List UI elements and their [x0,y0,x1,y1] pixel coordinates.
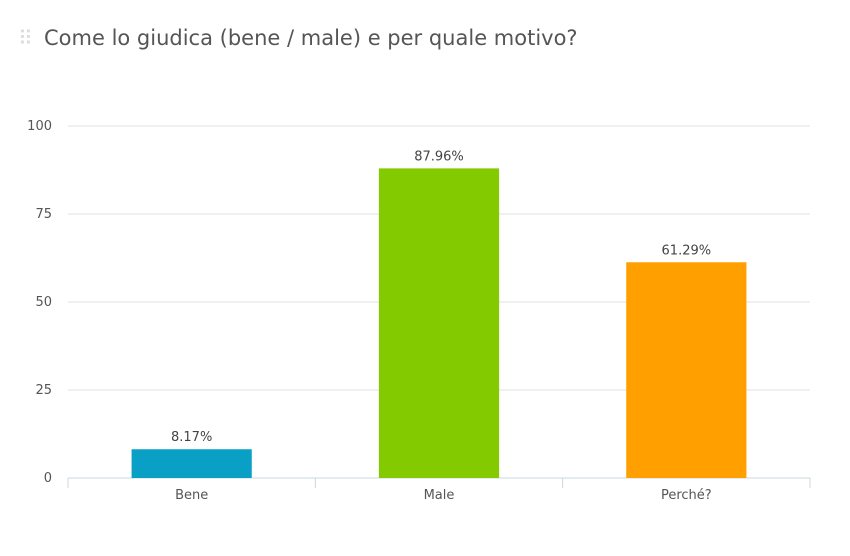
title-row: ⠿ Come lo giudica (bene / male) e per qu… [18,22,578,54]
category-label-male: Male [424,488,455,503]
data-label-perch: 61.29% [662,243,712,258]
drag-handle-icon[interactable]: ⠿ [18,26,33,50]
y-tick-label-75: 75 [35,207,52,222]
category-label-bene: Bene [175,488,208,503]
y-tick-label-100: 100 [27,119,52,134]
y-tick-label-25: 25 [35,383,52,398]
data-label-bene: 8.17% [171,430,212,445]
chart-title: Come lo giudica (bene / male) e per qual… [44,26,578,50]
bar-male [378,168,500,478]
data-label-male: 87.96% [414,149,464,164]
y-tick-label-50: 50 [35,295,52,310]
y-tick-label-0: 0 [44,471,52,486]
category-label-perch: Perché? [661,488,712,503]
bar-bene [131,449,252,478]
bar-perch [626,262,747,478]
